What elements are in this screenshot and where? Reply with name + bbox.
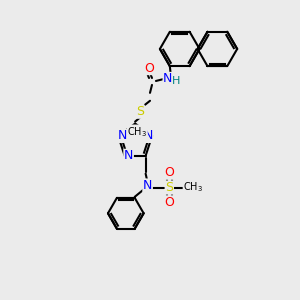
Text: H: H <box>172 76 180 86</box>
Text: S: S <box>165 181 173 194</box>
Text: O: O <box>164 196 174 209</box>
Text: CH$_3$: CH$_3$ <box>183 181 203 194</box>
Text: S: S <box>136 105 144 118</box>
Text: O: O <box>164 166 174 179</box>
Text: N: N <box>163 73 172 85</box>
Text: N: N <box>124 149 133 162</box>
Text: N: N <box>143 129 153 142</box>
Text: N: N <box>143 179 152 192</box>
Text: N: N <box>118 129 127 142</box>
Text: O: O <box>144 61 154 75</box>
Text: CH$_3$: CH$_3$ <box>127 125 147 139</box>
